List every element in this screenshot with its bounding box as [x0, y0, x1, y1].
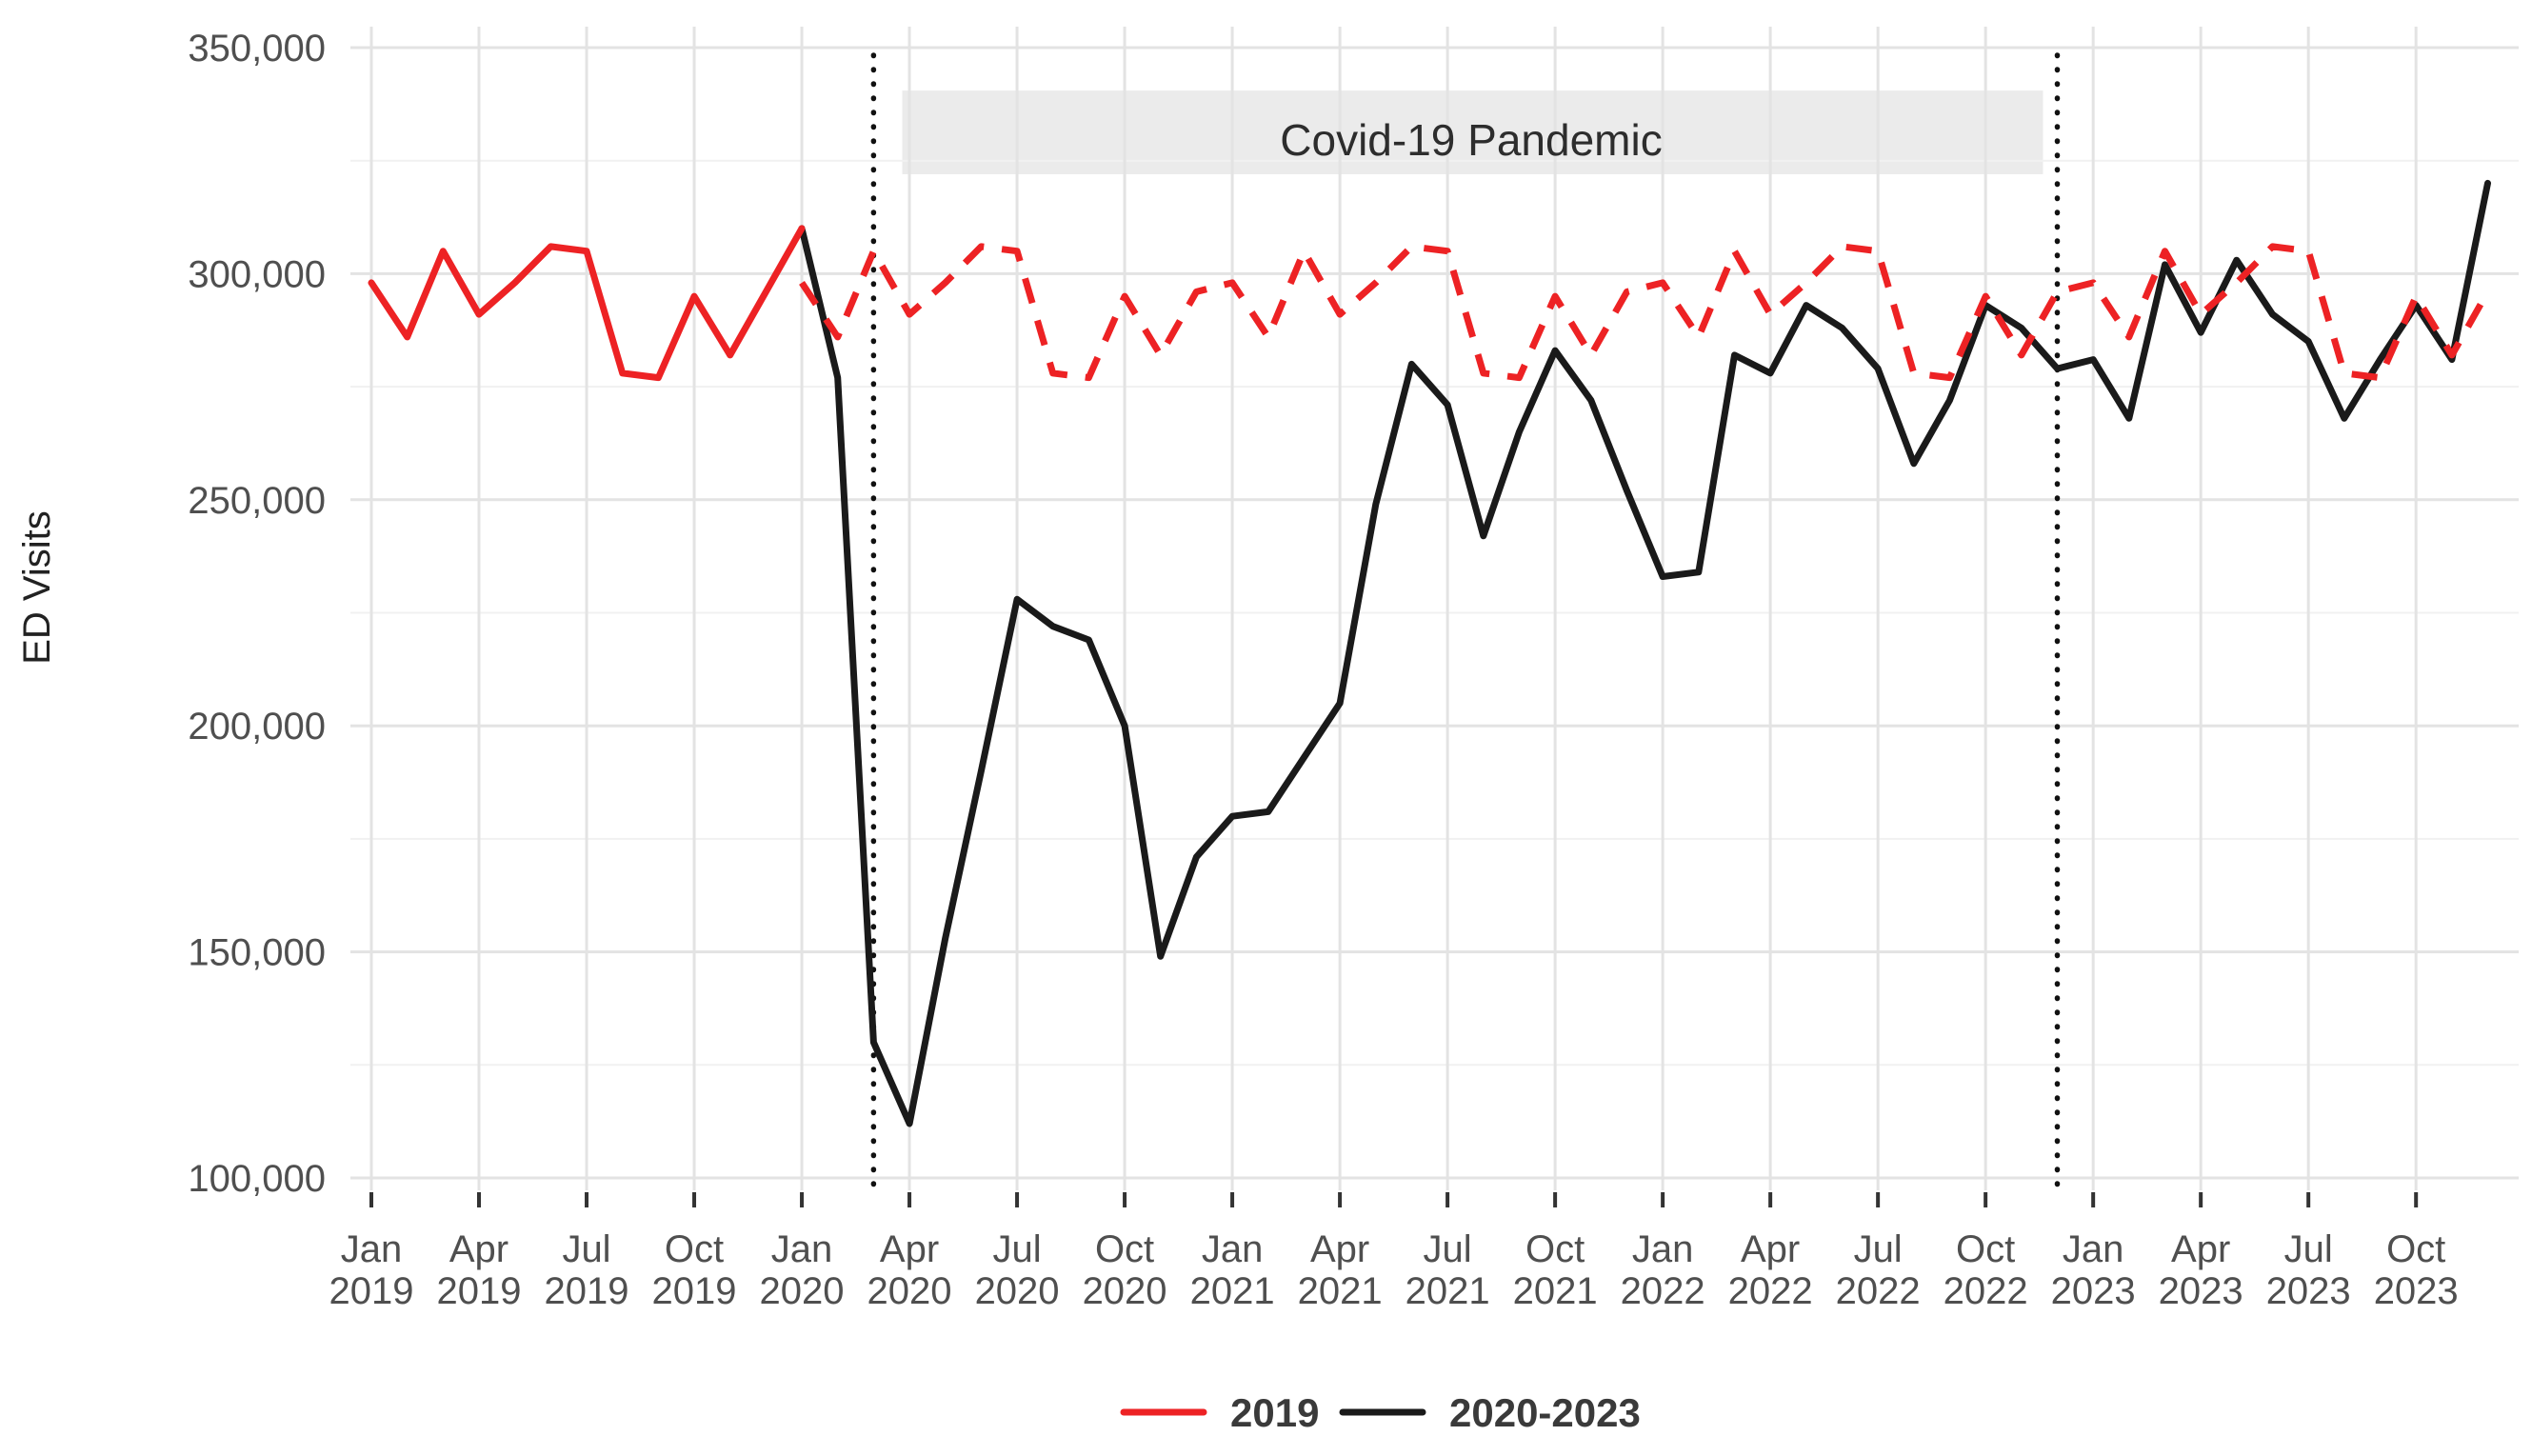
x-tick-label-year: 2023	[2159, 1270, 2243, 1312]
x-tick-label-month: Apr	[449, 1228, 508, 1270]
covid-annotation: Covid-19 Pandemic	[1280, 115, 1662, 165]
x-tick-label-year: 2021	[1298, 1270, 1383, 1312]
x-tick-label-year: 2020	[760, 1270, 845, 1312]
x-tick-label-year: 2022	[1728, 1270, 1813, 1312]
line-2019-dashed-repeat	[799, 243, 2491, 382]
x-tick-label-year: 2020	[867, 1270, 952, 1312]
x-tick-label-year: 2023	[2051, 1270, 2136, 1312]
x-tick-label-month: Jul	[1424, 1228, 1472, 1270]
x-tick-label-month: Oct	[1525, 1228, 1585, 1270]
x-tick-label-month: Jan	[1632, 1228, 1694, 1270]
x-tick-label-year: 2019	[329, 1270, 414, 1312]
x-tick-label-month: Oct	[665, 1228, 724, 1270]
x-tick-label-year: 2021	[1190, 1270, 1275, 1312]
y-tick-label: 350,000	[188, 28, 326, 70]
gridlines	[350, 27, 2519, 1190]
x-tick-label-month: Oct	[1956, 1228, 2015, 1270]
x-tick-label-month: Apr	[880, 1228, 939, 1270]
legend-label-2020-2023: 2020-2023	[1449, 1390, 1641, 1435]
y-tick-label: 250,000	[188, 480, 326, 522]
x-tick-label-month: Apr	[1310, 1228, 1369, 1270]
x-tick-label-year: 2020	[975, 1270, 1060, 1312]
x-tick-label-month: Jul	[1854, 1228, 1903, 1270]
x-tick-label-year: 2022	[1944, 1270, 2028, 1312]
x-tick-label-year: 2023	[2374, 1270, 2459, 1312]
y-tick-label: 200,000	[188, 706, 326, 748]
x-tick-label-month: Oct	[1095, 1228, 1154, 1270]
series-2020-2023	[798, 179, 2491, 1127]
x-tick-label-month: Jan	[2063, 1228, 2124, 1270]
x-tick-label-year: 2022	[1621, 1270, 1705, 1312]
x-tick-label-month: Jan	[341, 1228, 403, 1270]
line-2019-solid	[368, 225, 806, 382]
y-axis-title: ED Visits	[16, 510, 58, 665]
x-tick-label-year: 2019	[652, 1270, 737, 1312]
x-tick-label-year: 2020	[1083, 1270, 1167, 1312]
x-tick-label-month: Oct	[2386, 1228, 2445, 1270]
legend-label-2019: 2019	[1230, 1390, 1319, 1435]
x-tick-label-month: Jan	[771, 1228, 833, 1270]
line-2020-2023	[798, 179, 2491, 1127]
y-axis: ED Visits 100,000 150,000 200,000 250,000 30…	[16, 28, 326, 1200]
x-tick-label-year: 2022	[1836, 1270, 1921, 1312]
y-tick-label: 300,000	[188, 253, 326, 295]
x-tick-label-month: Jul	[992, 1228, 1041, 1270]
y-tick-label: 150,000	[188, 932, 326, 974]
legend: 2019 2020-2023	[1120, 1390, 1641, 1435]
x-tick-label-year: 2019	[545, 1270, 629, 1312]
x-tick-label-month: Apr	[1741, 1228, 1800, 1270]
x-tick-label-month: Jul	[562, 1228, 610, 1270]
x-tick-label-year: 2019	[437, 1270, 522, 1312]
x-axis: Jan2019Apr2019Jul2019Oct2019Jan2020Apr20…	[329, 1192, 2459, 1312]
x-tick-label-month: Jan	[1202, 1228, 1264, 1270]
x-tick-label-year: 2023	[2266, 1270, 2351, 1312]
y-tick-label: 100,000	[188, 1158, 326, 1200]
x-tick-label-month: Apr	[2171, 1228, 2230, 1270]
x-tick-label-year: 2021	[1513, 1270, 1598, 1312]
x-tick-label-year: 2021	[1406, 1270, 1490, 1312]
x-tick-label-month: Jul	[2284, 1228, 2333, 1270]
pandemic-band-label: Covid-19 Pandemic	[1280, 115, 1662, 165]
series-2019	[368, 225, 2491, 382]
